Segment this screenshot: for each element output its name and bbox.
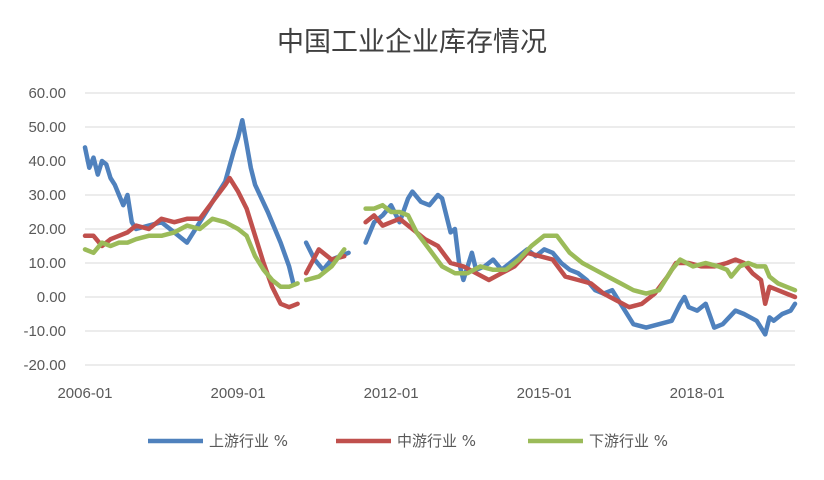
y-tick-label: 10.00 — [28, 255, 66, 272]
y-tick-label: 50.00 — [28, 119, 66, 136]
series-lines — [82, 117, 798, 337]
x-axis-ticks: 2006-01 2009-01 2012-01 2015-01 2018-01 — [57, 385, 724, 402]
x-tick-label: 2009-01 — [211, 385, 266, 402]
y-axis-ticks: -20.00 -10.00 0.00 10.00 20.00 30.00 40.00 50.0… — [23, 85, 66, 374]
y-tick-label: -20.00 — [23, 357, 66, 374]
series-line-3 — [82, 202, 798, 296]
legend-label-3: 下游行业 % — [589, 432, 668, 450]
x-tick-label: 2015-01 — [517, 385, 572, 402]
y-tick-label: 30.00 — [28, 187, 66, 204]
x-tick-label: 2012-01 — [364, 385, 419, 402]
y-tick-label: 40.00 — [28, 153, 66, 170]
y-tick-label: 20.00 — [28, 221, 66, 238]
y-tick-label: -10.00 — [23, 323, 66, 340]
x-tick-label: 2018-01 — [670, 385, 725, 402]
x-tick-label: 2006-01 — [57, 385, 112, 402]
y-tick-label: 0.00 — [37, 289, 66, 306]
legend-label-2: 中游行业 % — [397, 432, 476, 450]
chart-title: 中国工业企业库存情况 — [277, 27, 547, 58]
legend: 上游行业 % 中游行业 % 下游行业 % — [148, 432, 668, 450]
y-tick-label: 60.00 — [28, 85, 66, 102]
legend-label-1: 上游行业 % — [209, 432, 288, 450]
